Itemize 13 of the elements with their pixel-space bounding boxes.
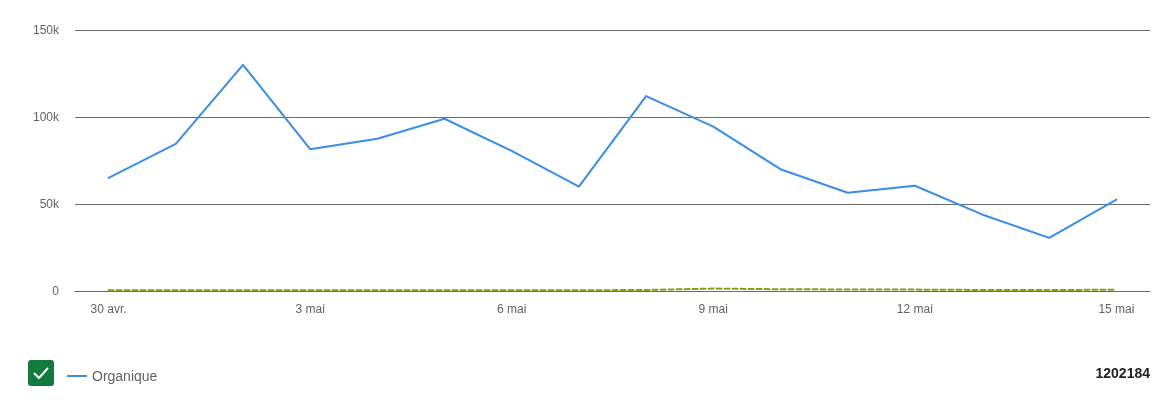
legend-label: Organique [92,368,158,384]
x-tick-label: 15 mai [1098,302,1135,316]
x-tick-label: 12 mai [896,302,933,316]
y-tick-label: 50k [39,197,60,211]
x-tick-label: 6 mai [497,302,527,316]
text: 1202184 [1095,365,1151,381]
x-tick-label: 3 mai [295,302,325,316]
y-tick-label: 0 [52,284,60,298]
x-tick-label: 9 mai [698,302,728,316]
x-tick-label: 30 avr. [90,302,127,316]
y-tick-label: 150k [32,23,60,37]
y-tick-label: 100k [32,110,60,124]
line-series [107,63,1118,239]
